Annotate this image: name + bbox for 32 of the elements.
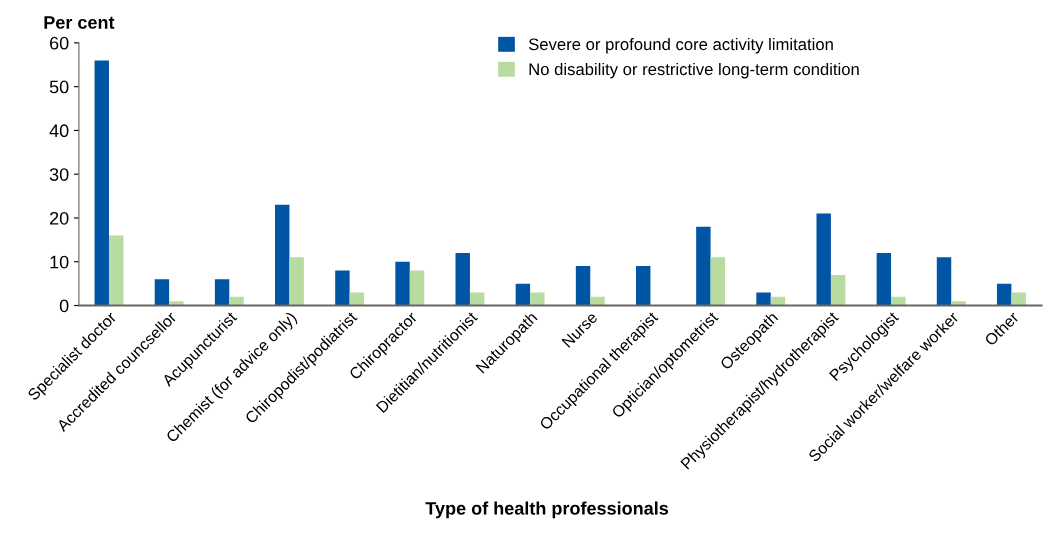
bar — [696, 226, 711, 306]
bar — [710, 257, 726, 306]
bar — [455, 252, 470, 306]
bar — [154, 279, 170, 306]
y-tick-label: 0 — [59, 299, 69, 313]
bar — [530, 292, 545, 306]
bar — [756, 292, 771, 306]
y-tick-label: 50 — [49, 80, 69, 94]
y-axis-title: Per cent — [44, 16, 115, 29]
bar — [94, 60, 109, 306]
bar — [289, 257, 304, 306]
y-tick-label: 60 — [50, 36, 69, 50]
bar — [1011, 292, 1026, 306]
x-axis-title: Type of health professionals — [425, 501, 669, 519]
bar — [335, 270, 350, 306]
legend-label: No disability or restrictive long-term condition — [529, 62, 859, 79]
legend-label: Severe or profound core activity limitation — [528, 37, 833, 54]
bar — [936, 257, 952, 306]
y-tick-label: 20 — [50, 211, 69, 225]
bar — [275, 204, 290, 306]
y-tick-label: 40 — [49, 124, 69, 138]
bar — [830, 274, 846, 306]
y-tick-label: 10 — [50, 255, 69, 269]
bar — [395, 261, 410, 306]
bar — [108, 235, 124, 306]
bar — [876, 252, 892, 306]
bar — [214, 279, 230, 306]
bar — [575, 266, 591, 306]
bar — [635, 266, 651, 306]
bar — [409, 270, 425, 306]
bar — [816, 213, 831, 306]
y-tick-label: 30 — [49, 168, 69, 181]
